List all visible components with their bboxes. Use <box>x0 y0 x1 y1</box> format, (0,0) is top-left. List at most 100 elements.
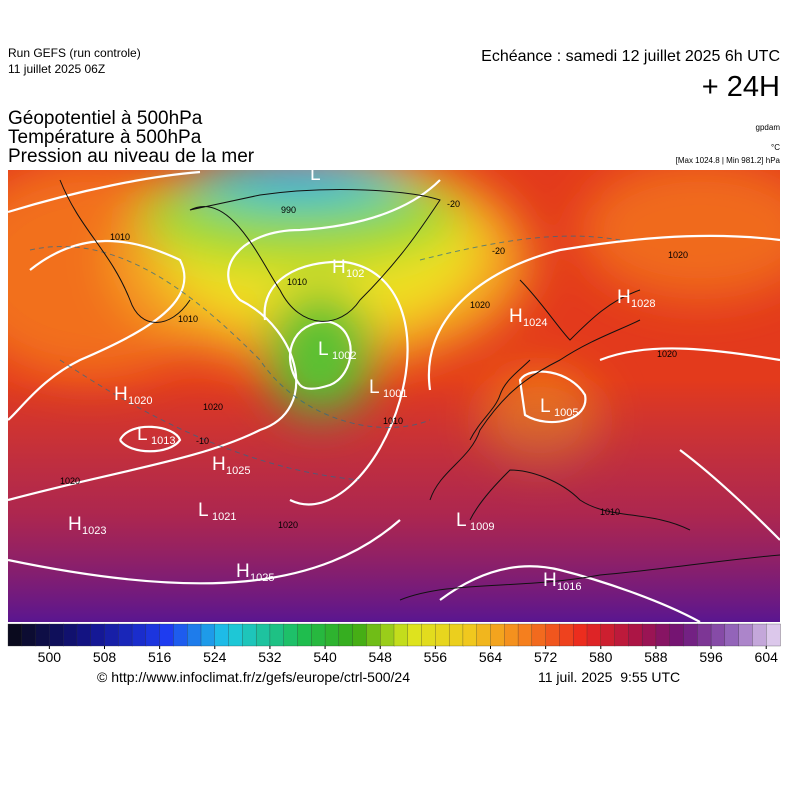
center-letter: L <box>456 510 467 531</box>
center-pressure: 1023 <box>82 525 106 537</box>
colorbar-swatch <box>697 623 712 647</box>
source-url: © http://www.infoclimat.fr/z/gefs/europe… <box>97 669 410 685</box>
lead-time: + 24H <box>702 71 780 103</box>
isobar-label: 1020 <box>203 402 223 412</box>
colorbar-swatch <box>145 623 161 647</box>
colorbar-swatch <box>531 623 547 647</box>
isobar-label: 1020 <box>470 300 490 310</box>
colorbar-swatch <box>628 623 643 647</box>
generated-time: 11 juil. 2025 9:55 UTC <box>538 669 680 685</box>
colorbar-tick-label: 540 <box>313 649 337 665</box>
colorbar-swatch <box>173 623 188 647</box>
colorbar-tick-label: 516 <box>148 649 172 665</box>
center-pressure: 1028 <box>631 298 655 310</box>
colorbar-swatch <box>766 623 781 647</box>
center-letter: L <box>318 339 329 360</box>
center-letter: H <box>332 257 346 278</box>
colorbar-swatch <box>393 623 409 647</box>
colorbar-tick-label: 532 <box>258 649 282 665</box>
center-pressure: 1013 <box>151 435 175 447</box>
colorbar-swatch <box>710 623 726 647</box>
center-pressure: 1005 <box>554 407 578 419</box>
center-pressure: 1025 <box>226 465 250 477</box>
center-letter: L <box>198 500 209 521</box>
center-pressure: 1024 <box>523 317 547 329</box>
isobar-label: 1010 <box>110 232 130 242</box>
colorbar-swatch <box>352 623 368 647</box>
colorbar-tick-label: 596 <box>699 649 723 665</box>
center-letter: H <box>212 454 226 475</box>
center-pressure: 1016 <box>557 581 581 593</box>
valid-time: Echéance : samedi 12 juillet 2025 6h UTC <box>481 48 780 65</box>
colorbar-swatch <box>21 623 37 647</box>
temperature-label: -10 <box>196 436 209 446</box>
colorbar-tick-label: 500 <box>38 649 62 665</box>
map <box>8 170 780 622</box>
isobar-label: 1020 <box>278 520 298 530</box>
center-pressure: 1001 <box>383 388 407 400</box>
field-title: Pression au niveau de la mer <box>8 146 255 167</box>
colorbar-swatch <box>76 623 92 647</box>
colorbar-swatch <box>504 623 519 647</box>
colorbar-swatch <box>462 623 478 647</box>
colorbar-swatch <box>242 623 257 647</box>
colorbar-swatch <box>559 623 574 647</box>
center-letter: L <box>369 377 380 398</box>
center-pressure: 1002 <box>332 350 356 362</box>
colorbar-swatch <box>131 623 147 647</box>
colorbar-swatch <box>35 623 51 647</box>
colorbar-swatch <box>517 623 533 647</box>
colorbar-tick-label: 548 <box>369 649 393 665</box>
colorbar-tick-label: 604 <box>755 649 779 665</box>
colorbar-swatch <box>586 623 602 647</box>
colorbar-swatch <box>269 623 285 647</box>
colorbar-swatch <box>448 623 464 647</box>
run-label: Run GEFS (run controle) <box>8 46 141 60</box>
isobar-label: 1020 <box>60 476 80 486</box>
isobar-label: 1010 <box>600 507 620 517</box>
center-pressure: 1009 <box>470 521 494 533</box>
center-letter: H <box>114 384 128 405</box>
colorbar-swatch <box>311 623 326 647</box>
center-letter: L <box>310 164 321 185</box>
colorbar-swatch <box>614 623 630 647</box>
center-letter: H <box>543 570 557 591</box>
colorbar: 500 508 516 524 532 540 548 556 564 572 580 588 596 6… <box>7 623 781 665</box>
center-letter: L <box>137 424 148 445</box>
center-pressure: 102 <box>346 268 364 280</box>
isobar-label: 1010 <box>287 277 307 287</box>
colorbar-swatch <box>545 623 561 647</box>
colorbar-swatch <box>738 623 754 647</box>
colorbar-tick-label: 508 <box>93 649 117 665</box>
colorbar-tick-label: 524 <box>203 649 227 665</box>
colorbar-swatch <box>228 623 244 647</box>
colorbar-swatch <box>724 623 740 647</box>
colorbar-swatch <box>573 623 588 647</box>
center-pressure: 1020 <box>128 395 152 407</box>
temperature-label: -20 <box>447 199 460 209</box>
center-letter: L <box>540 396 551 417</box>
colorbar-swatch <box>421 623 437 647</box>
colorbar-swatch <box>407 623 423 647</box>
colorbar-swatch <box>283 623 299 647</box>
colorbar-swatch <box>380 623 395 647</box>
colorbar-swatch <box>752 623 767 647</box>
run-date: 11 juillet 2025 06Z <box>8 62 105 76</box>
colorbar-swatch <box>338 623 354 647</box>
colorbar-swatch <box>62 623 78 647</box>
center-pressure: 1025 <box>250 572 274 584</box>
colorbar-swatch <box>641 623 657 647</box>
colorbar-swatch <box>490 623 505 647</box>
colorbar-swatch <box>600 623 616 647</box>
field-title: Géopotentiel à 500hPa <box>8 108 203 129</box>
colorbar-swatch <box>324 623 340 647</box>
colorbar-swatch <box>255 623 271 647</box>
colorbar-tick-label: 556 <box>424 649 448 665</box>
center-letter: H <box>617 287 631 308</box>
colorbar-swatch <box>118 623 133 647</box>
colorbar-swatch <box>435 623 450 647</box>
colorbar-swatch <box>214 623 230 647</box>
colorbar-swatch <box>7 623 23 647</box>
